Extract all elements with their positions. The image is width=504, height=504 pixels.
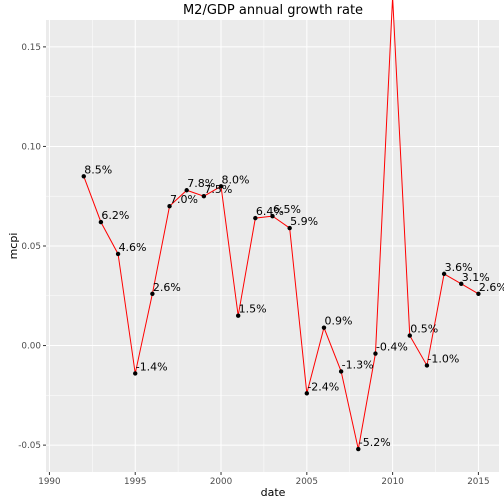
- y-axis-ticks: -0.05 0.00 0.05 0.10 0.15: [18, 43, 46, 451]
- data-label: 3.6%: [445, 261, 473, 274]
- x-tick-label: 2000: [210, 477, 233, 487]
- data-point: [441, 271, 447, 277]
- data-label: 1.5%: [239, 303, 267, 316]
- y-axis-title: mcpi: [7, 233, 20, 260]
- y-tick-label: 0.00: [21, 342, 41, 352]
- data-label: 0.9%: [324, 315, 352, 328]
- data-point: [150, 291, 155, 296]
- data-label: 6.4%: [256, 205, 284, 218]
- data-point: [133, 371, 138, 376]
- data-label: 7.8%: [187, 177, 215, 190]
- y-tick-label: 0.05: [21, 242, 41, 252]
- data-point: [167, 203, 172, 209]
- data-point: [98, 219, 104, 225]
- x-tick-label: 1990: [38, 477, 61, 487]
- data-point: [81, 174, 86, 179]
- data-point: [235, 313, 241, 318]
- data-point: [459, 281, 464, 287]
- data-label: 8.5%: [84, 163, 112, 176]
- data-label: 6.5%: [273, 203, 301, 216]
- data-label: 2.6%: [479, 281, 504, 294]
- data-label: 7.0%: [170, 193, 198, 206]
- x-tick-label: 2005: [296, 477, 318, 487]
- data-label: 3.1%: [462, 271, 490, 284]
- data-point: [373, 351, 378, 356]
- data-point: [356, 446, 361, 452]
- data-point: [201, 194, 207, 199]
- data-label: 5.9%: [290, 215, 318, 228]
- data-label: 8.0%: [222, 173, 250, 186]
- data-label: -0.4%: [376, 341, 408, 354]
- data-point: [407, 333, 412, 338]
- data-point: [476, 291, 481, 296]
- x-tick-label: 2015: [467, 477, 489, 487]
- data-point: [338, 369, 344, 374]
- data-point: [270, 213, 275, 219]
- x-tick-label: 1995: [124, 477, 146, 487]
- data-point: [253, 215, 258, 221]
- y-tick-label: 0.15: [21, 43, 41, 53]
- data-label: -1.3%: [342, 358, 374, 371]
- x-tick-label: 2010: [381, 477, 404, 487]
- data-label: -2.4%: [307, 380, 339, 393]
- grid-major: [46, 20, 499, 472]
- data-label: -1.4%: [136, 360, 168, 373]
- data-point: [287, 225, 292, 231]
- data-labels: 8.5% 6.2% 4.6% -1.4% 2.6% 7.0% 7.8%7.5%8.0% 1.5…: [84, 163, 504, 449]
- x-axis-title: date: [261, 486, 286, 499]
- data-points: [81, 174, 481, 452]
- y-tick-label: 0.10: [21, 142, 41, 152]
- y-tick-label: -0.05: [18, 441, 41, 451]
- x-axis-ticks: 1990 1995 2000 2005 2010 2015: [38, 472, 490, 487]
- data-label: 2.6%: [153, 281, 181, 294]
- data-label: -5.2%: [359, 436, 391, 449]
- data-label: -1.0%: [427, 352, 459, 365]
- data-point: [218, 184, 224, 189]
- data-point: [424, 363, 430, 368]
- data-label: 0.5%: [410, 323, 438, 336]
- data-point: [321, 325, 327, 330]
- data-point: [115, 251, 121, 257]
- data-point: [184, 188, 189, 193]
- chart-title: M2/GDP annual growth rate: [183, 3, 363, 18]
- series-line: [83, 0, 479, 450]
- data-label: 6.2%: [101, 209, 129, 222]
- data-label: 7.5%: [204, 183, 232, 196]
- data-label: 4.6%: [119, 241, 147, 254]
- data-point: [304, 391, 310, 396]
